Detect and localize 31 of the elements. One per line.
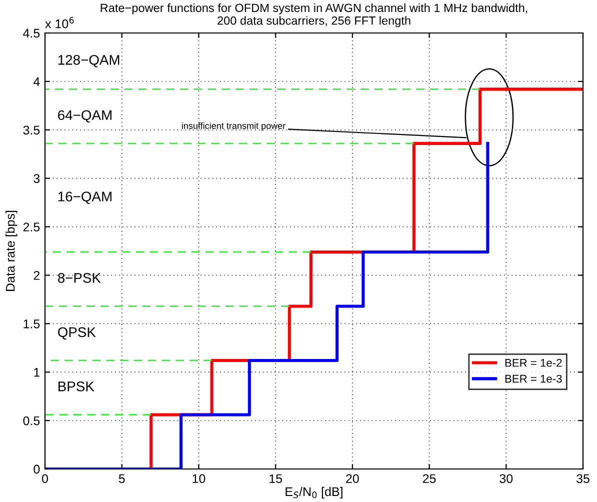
y-tick-label: 0.5 [23, 416, 40, 426]
annotation: insufficient transmit power [182, 122, 286, 131]
x-axis-title: E$_{S}$/N$_{0}$ [dB] [286, 486, 342, 499]
annotation: 16−QAM [58, 192, 112, 204]
text: x 10$^{6}$ [45, 16, 74, 28]
x-tick-label: 20 [346, 474, 359, 484]
annotation: QPSK [58, 327, 96, 340]
y-tick-label: 1 [34, 368, 40, 377]
x-tick-label: 5 [118, 474, 125, 484]
y-tick-label: 4.5 [23, 28, 40, 38]
y-tick-label: 2 [34, 271, 40, 280]
y-axis-title: Data rate [bps] [6, 210, 18, 291]
annotation: 64−QAM [58, 110, 112, 123]
legend-label: BER = 1e-3 [505, 374, 562, 383]
y-tick-label: 2.5 [23, 222, 40, 232]
x-tick-label: 0 [42, 474, 48, 484]
x-tick-label: 10 [192, 474, 206, 484]
y-tick-label: 4 [33, 77, 40, 86]
y-tick-label: 3 [34, 174, 40, 183]
x-tick-label: 35 [576, 474, 590, 484]
legend-label: BER = 1e-2 [505, 358, 562, 367]
annotation: 128−QAM [58, 54, 120, 68]
y-tick-label: 3.5 [23, 126, 40, 135]
y-tick-label: 0 [34, 464, 40, 474]
chart-title: Rate−power functions for OFDM system in AWGN channel with 1 MHz bandwidth, 200 data subcarriers, 256 FFT length [100, 3, 528, 28]
x-tick-label: 15 [270, 474, 282, 484]
y-tick-label: 1.5 [24, 320, 40, 328]
x-tick-label: 25 [422, 474, 436, 484]
annotation: BPSK [58, 382, 94, 392]
annotation: 8−PSK [58, 272, 101, 283]
x-tick-label: 30 [500, 474, 513, 484]
